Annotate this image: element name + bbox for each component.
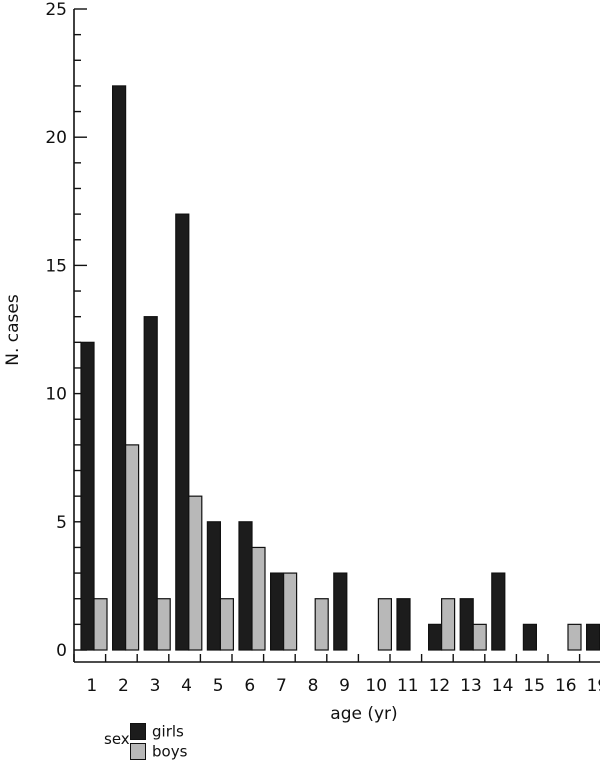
bar-girls-5 (206, 521, 221, 651)
bar-boys-2 (124, 444, 140, 651)
x-tick-label: 15 (523, 676, 545, 696)
x-tick-label: 16 (555, 676, 577, 696)
x-axis: 1234567891011121314151619 (73, 654, 600, 696)
y-tick-label: 20 (45, 128, 67, 148)
x-tick-label: 2 (118, 676, 129, 696)
x-tick-label: 10 (365, 676, 387, 696)
legend-label-girls: girls (152, 722, 184, 741)
bar-girls-19 (585, 623, 600, 651)
y-tick-label: 25 (45, 0, 67, 20)
bars (80, 85, 600, 651)
bar-boys-5 (219, 598, 234, 651)
bar-girls-9 (333, 572, 348, 651)
x-tick-label: 7 (276, 676, 287, 696)
bar-boys-3 (156, 598, 171, 651)
x-axis-title: age (yr) (330, 704, 397, 724)
bar-girls-12 (428, 623, 443, 651)
legend-item-boys: boys (130, 742, 188, 761)
legend-swatch-boys (130, 743, 146, 760)
x-tick-label: 1 (86, 676, 97, 696)
x-tick-label: 13 (460, 676, 482, 696)
bar-girls-15 (522, 623, 538, 651)
bar-girls-14 (491, 572, 506, 651)
bar-girls-6 (238, 521, 253, 651)
x-tick-label: 6 (244, 676, 255, 696)
bar-boys-7 (283, 572, 298, 651)
y-axis: 0 5 10 15 20 25 (45, 0, 87, 662)
y-tick-label: 0 (56, 641, 67, 661)
bar-girls-7 (270, 572, 285, 651)
bar-girls-13 (459, 598, 474, 651)
x-tick-label: 12 (429, 676, 451, 696)
legend-item-girls: girls (130, 722, 184, 741)
legend-swatch-girls (130, 723, 146, 740)
bar-boys-10 (377, 598, 392, 651)
x-tick-label: 8 (308, 676, 319, 696)
bar-girls-2 (111, 85, 127, 651)
bar-boys-13 (472, 623, 487, 651)
x-tick-label: 19 (587, 676, 600, 696)
x-tick-label: 11 (397, 676, 419, 696)
bar-girls-3 (143, 316, 158, 651)
bar-girls-4 (175, 213, 190, 651)
x-tick-label: 3 (150, 676, 161, 696)
y-tick-label: 5 (56, 513, 67, 533)
legend-label-boys: boys (152, 742, 188, 761)
y-tick-label: 10 (45, 385, 67, 405)
bar-boys-12 (441, 598, 456, 651)
bar-boys-1 (93, 598, 108, 651)
bar-girls-11 (396, 598, 411, 651)
x-tick-label: 5 (213, 676, 224, 696)
x-tick-label: 9 (339, 676, 350, 696)
bar-girls-1 (80, 341, 95, 651)
y-tick-label: 15 (45, 256, 67, 276)
bar-boys-16 (567, 623, 582, 651)
bar-boys-6 (251, 546, 266, 651)
y-axis-title: N. cases (3, 294, 23, 366)
x-tick-label: 14 (492, 676, 514, 696)
x-tick-label: 4 (181, 676, 192, 696)
bar-boys-4 (188, 495, 203, 651)
bar-boys-8 (314, 598, 329, 651)
legend-title: sex (104, 730, 130, 748)
